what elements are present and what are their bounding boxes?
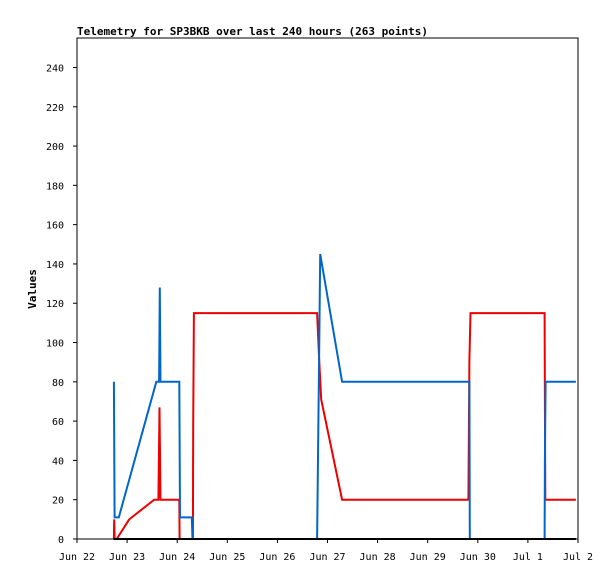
y-tick-label: 80 (52, 378, 64, 389)
x-tick-label: Jul 2 (563, 552, 593, 563)
x-tick-label: Jun 30 (460, 552, 496, 563)
y-tick-label: 240 (46, 63, 64, 74)
y-tick-label: 120 (46, 299, 64, 310)
x-tick-label: Jun 29 (410, 552, 446, 563)
x-tick-label: Jun 26 (259, 552, 295, 563)
y-axis-label: Values (26, 269, 39, 309)
y-tick-label: 200 (46, 142, 64, 153)
ticks-layer: 0 20 40 60 80 100 120 140 160 180 200 220 240 Jun 22 J… (46, 63, 593, 563)
x-tick-label: Jun 28 (360, 552, 396, 563)
chart-title: Telemetry for SP3BKB over last 240 hours… (77, 25, 428, 38)
y-tick-label: 140 (46, 260, 64, 271)
series-line-1 (112, 312, 576, 540)
x-tick-label: Jun 23 (109, 552, 145, 563)
y-tick-label: 100 (46, 339, 64, 350)
y-tick-label: 220 (46, 103, 64, 114)
y-tick-label: 0 (58, 535, 64, 546)
x-tick-label: Jul 1 (513, 552, 543, 563)
y-tick-label: 160 (46, 221, 64, 232)
x-tick-label: Jun 27 (309, 552, 345, 563)
x-tick-label: Jun 25 (209, 552, 245, 563)
x-tick-label: Jun 24 (159, 552, 195, 563)
y-tick-label: 180 (46, 181, 64, 192)
x-tick-label: Jun 22 (59, 552, 95, 563)
y-tick-label: 60 (52, 417, 64, 428)
y-tick-label: 20 (52, 496, 64, 507)
y-tick-label: 40 (52, 456, 64, 467)
plot-frame (76, 37, 579, 540)
